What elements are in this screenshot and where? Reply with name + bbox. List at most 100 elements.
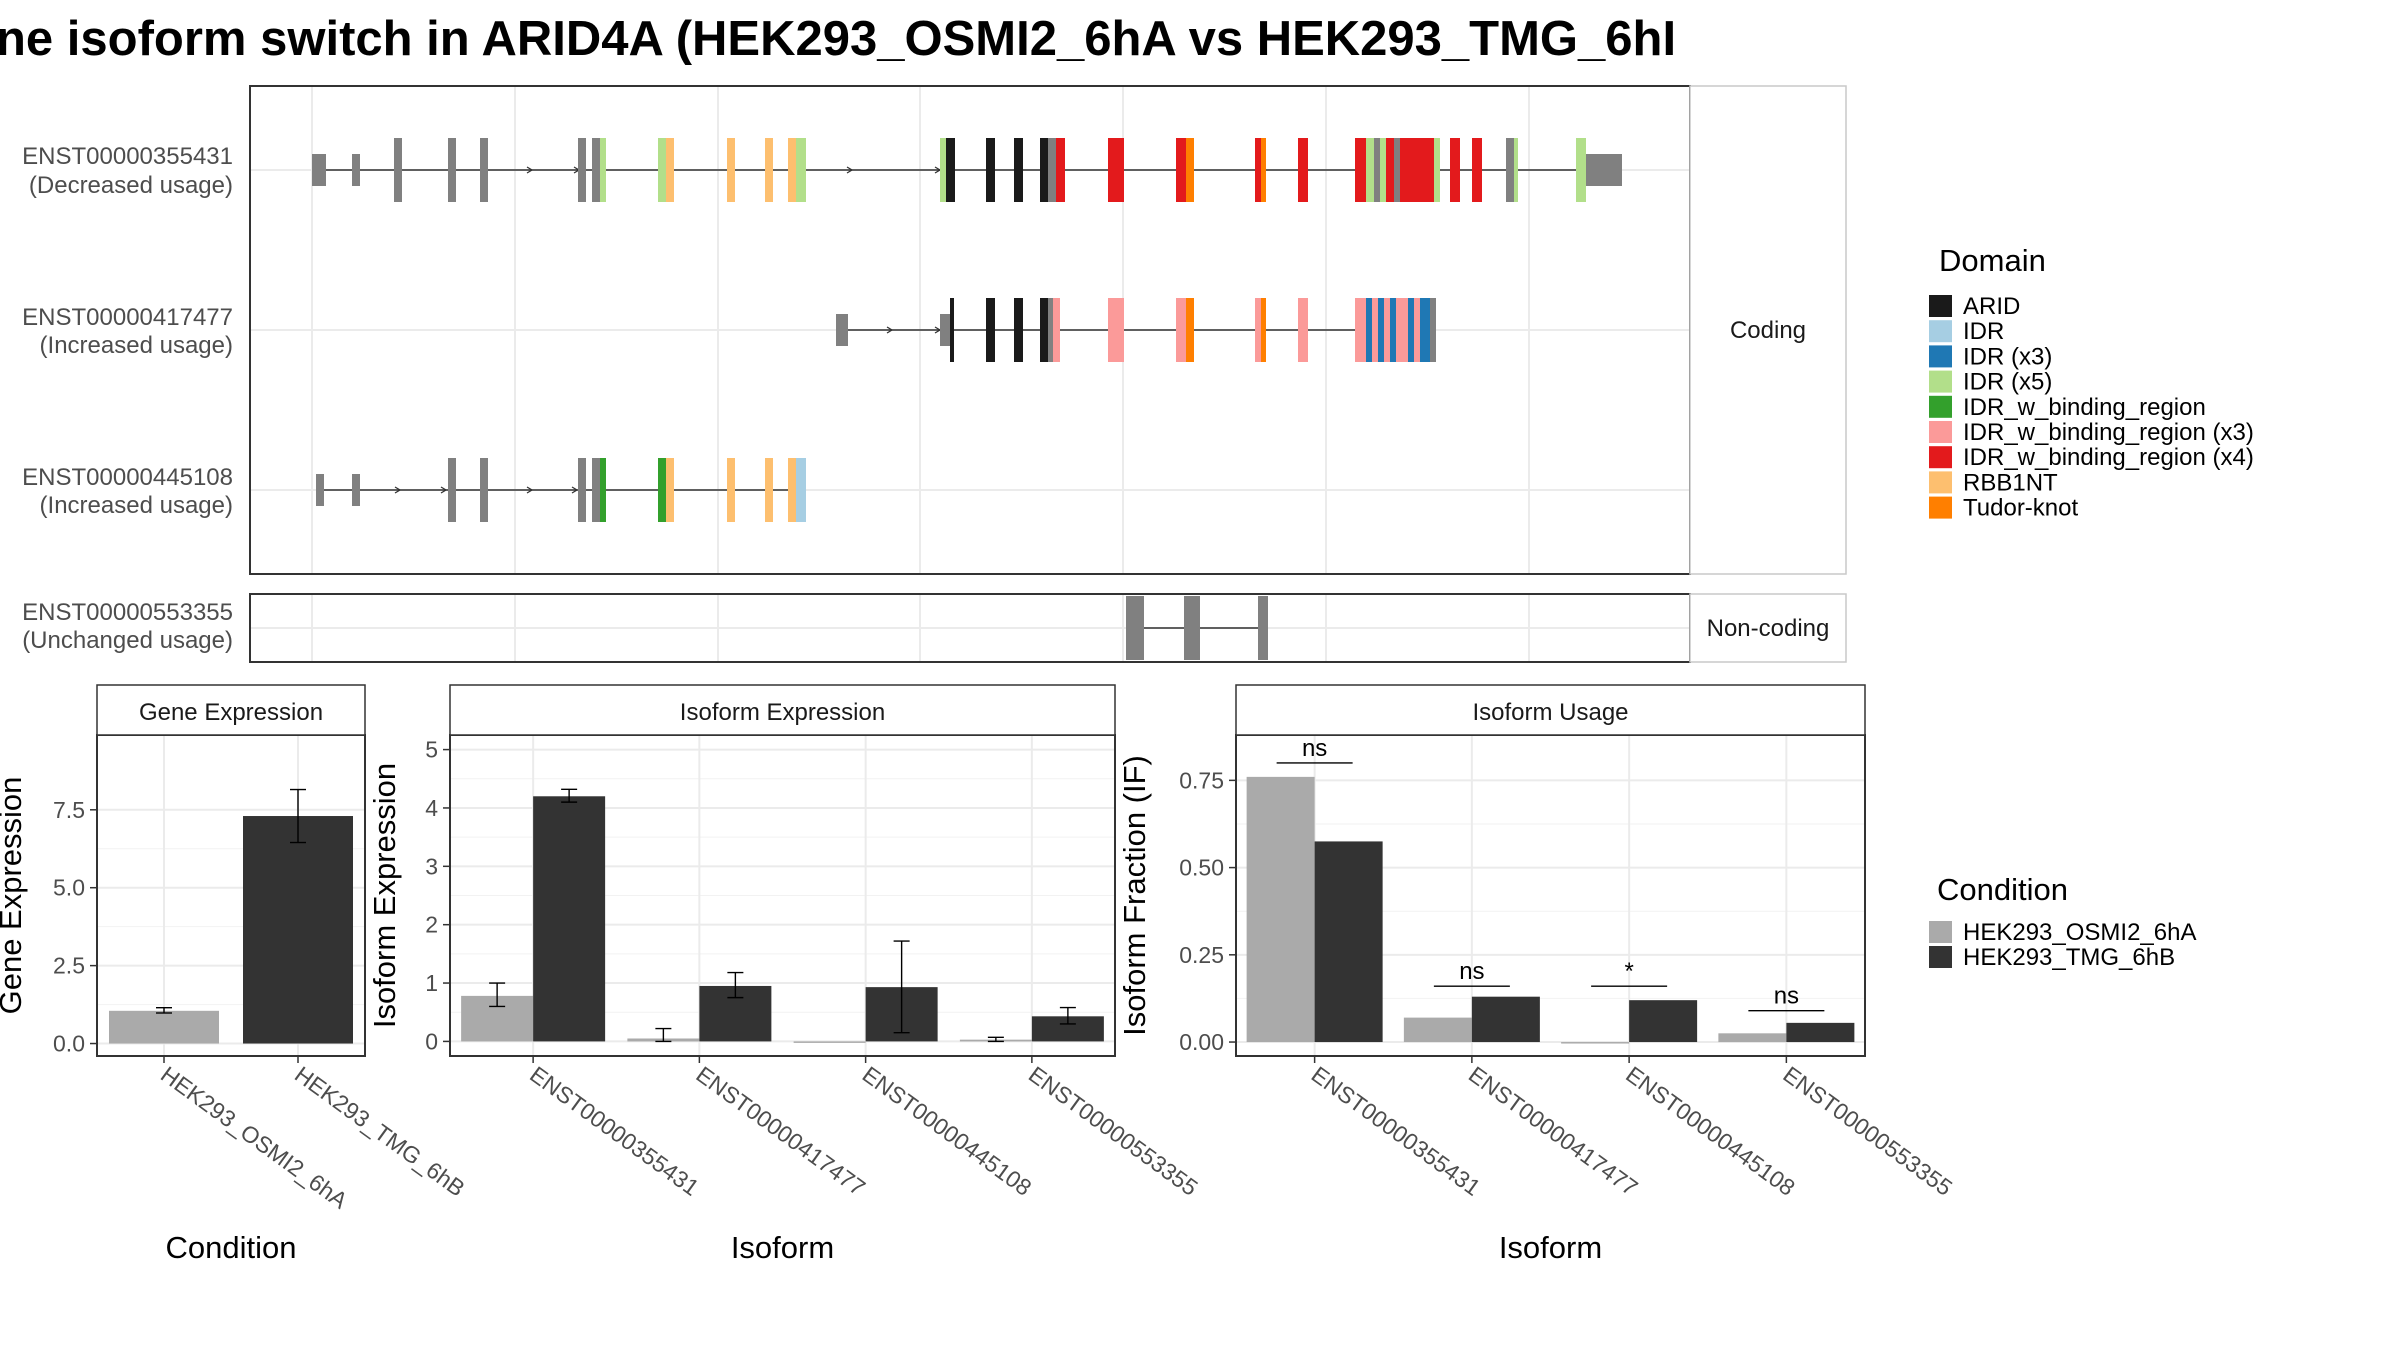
exon [1108,138,1124,202]
bar [533,796,606,1042]
exon [1355,298,1366,362]
coding-strip [1689,85,1847,575]
domain-legend-label: IDR (x5) [1963,369,2052,396]
exon [1434,138,1440,202]
strand-arrow [846,166,854,174]
exon [788,458,796,522]
domain-legend-swatch [1929,496,1952,519]
row-label-usage: (Increased usage) [40,332,233,359]
exon [765,458,773,522]
x-tick-label: ENST00000553355 [1778,1061,1957,1201]
exon [1400,138,1434,202]
row-label-id: ENST00000417477 [22,304,233,331]
exon [312,154,326,186]
domain-legend-label: IDR_w_binding_region (x4) [1963,444,2254,471]
y-tick-label: 2 [425,912,438,938]
bar [1786,1022,1855,1043]
bar [1561,1042,1630,1044]
exon [1261,138,1266,202]
domain-legend-label: Tudor-knot [1963,495,2078,522]
domain-legend-title: Domain [1939,243,2046,278]
panel-strip-label: Isoform Usage [1472,699,1628,726]
noncoding-panel: Non-coding [249,593,1847,663]
exon [666,458,674,522]
y-tick-label: 0.0 [53,1031,85,1057]
exon [788,138,796,202]
domain-legend-label: IDR_w_binding_region [1963,394,2206,421]
x-tick-label: ENST00000417477 [691,1061,870,1201]
exon [940,138,946,202]
row-label-usage: (Increased usage) [40,492,233,519]
exon [1420,298,1430,362]
x-axis-title: Condition [166,1230,297,1265]
figure-title: ne isoform switch in ARID4A (HEK293_OSMI… [0,12,1676,66]
exon [1586,154,1622,186]
condition-legend-title: Condition [1937,872,2068,907]
exon [1255,298,1261,362]
y-tick-label: 5.0 [53,875,85,901]
exon [1014,138,1023,202]
domain-legend-swatch [1929,320,1952,343]
bar [1629,1000,1698,1043]
y-tick-label: 0.00 [1179,1029,1224,1055]
exon [836,314,848,346]
exon [1408,298,1414,362]
domain-legend-swatch [1929,471,1952,494]
exon [1366,138,1374,202]
significance-label: ns [1774,983,1799,1010]
exon [950,298,954,362]
exon [796,138,806,202]
y-axis-title: Isoform Fraction (IF) [1117,755,1152,1036]
exon [578,458,586,522]
exon [1380,138,1386,202]
exon [765,138,773,202]
domain-legend-swatch [1929,421,1952,443]
bar [793,1041,866,1043]
domain-legend-label: ARID [1963,293,2020,320]
exon [658,138,666,202]
domain-legend-label: IDR (x3) [1963,343,2052,370]
exon [1258,596,1268,660]
exon [352,474,360,506]
bar [1471,996,1540,1043]
bar [1314,841,1383,1043]
significance-label: * [1624,958,1633,985]
exon [986,138,995,202]
exon [1108,298,1124,362]
exon [1386,138,1394,202]
noncoding-strip-label: Non-coding [1707,615,1830,642]
bar [1403,1017,1472,1043]
exon [578,138,586,202]
y-tick-label: 5 [425,737,438,763]
noncoding-transcript [1126,596,1268,660]
exon [666,138,674,202]
exon [1048,298,1053,362]
significance-label: ns [1302,735,1327,762]
domain-legend-swatch [1929,345,1952,368]
coding-panel: Coding [249,85,1847,575]
exon [1014,298,1023,362]
condition-legend-swatch [1929,946,1952,968]
exon [1186,138,1194,202]
x-tick-label: ENST00000417477 [1464,1061,1643,1201]
row-label-id: ENST00000445108 [22,464,233,491]
exon [1298,138,1308,202]
exon [1261,298,1266,362]
exon [1176,138,1186,202]
exon [1255,138,1261,202]
coding-transcripts [312,138,1622,522]
x-tick-label: ENST00000553355 [1024,1061,1203,1201]
exon [316,474,324,506]
exon [1384,298,1390,362]
strand-arrow [526,486,534,494]
exon [1390,298,1396,362]
y-axis-title: Isoform Expression [367,763,402,1028]
exon [940,314,950,346]
exon [1126,596,1144,660]
y-tick-label: 0.25 [1179,942,1224,968]
row-label-id: ENST00000553355 [22,599,233,626]
exon [1298,298,1308,362]
strand-arrow [571,486,579,494]
domain-legend-swatch [1929,295,1952,317]
